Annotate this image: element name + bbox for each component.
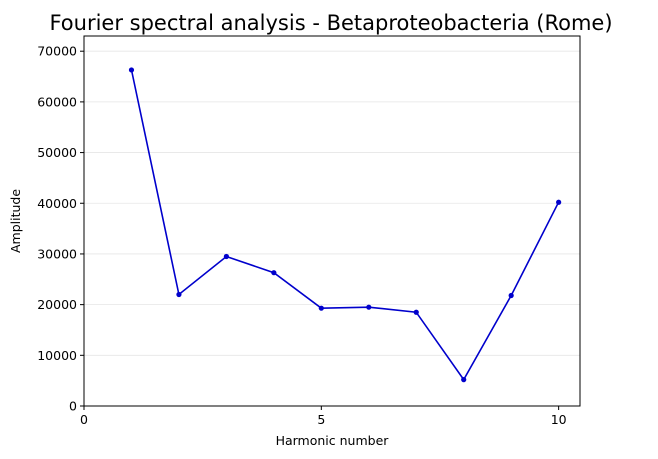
x-tick-label: 10 [551, 412, 567, 427]
y-axis-label: Amplitude [8, 189, 23, 253]
x-axis-label: Harmonic number [276, 433, 390, 448]
data-point [271, 270, 277, 276]
y-tick-label: 20000 [37, 297, 77, 312]
y-axis: 0 10000 20000 30000 40000 50000 60000 70000 [37, 44, 84, 414]
data-point [176, 291, 182, 298]
data-point [556, 199, 562, 205]
data-point [318, 305, 324, 311]
series-group [128, 67, 562, 383]
y-tick-label: 0 [69, 399, 77, 414]
data-point [128, 67, 135, 73]
x-tick-label: 0 [80, 412, 88, 427]
y-tick-label: 10000 [37, 348, 77, 363]
series-line [130, 69, 560, 382]
chart-title: Fourier spectral analysis - Betaproteoba… [49, 11, 612, 35]
data-point [508, 292, 514, 299]
data-point [223, 253, 229, 260]
y-tick-label: 70000 [37, 44, 77, 59]
data-point [461, 377, 467, 383]
x-tick-label: 5 [317, 412, 325, 427]
x-axis: 0 5 10 [80, 406, 567, 427]
grid-lines [84, 50, 580, 407]
y-tick-label: 50000 [37, 145, 77, 160]
y-tick-label: 40000 [37, 196, 77, 211]
plot-frame [83, 35, 581, 407]
y-tick-label: 30000 [37, 246, 77, 261]
data-point [413, 309, 419, 315]
data-point [366, 304, 372, 310]
y-tick-label: 60000 [37, 94, 77, 109]
